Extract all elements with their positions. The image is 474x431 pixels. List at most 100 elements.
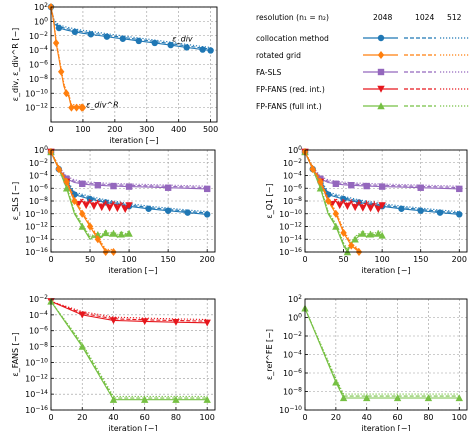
plot-frame — [304, 149, 468, 253]
y-tick-label: 10−4 — [29, 171, 48, 181]
data-point-rotated — [63, 177, 70, 186]
data-point-ffred — [343, 203, 352, 210]
data-point-ffred — [125, 202, 133, 210]
chart-panel-p5: 0 20 40 60 80 100 10−10 10−8 10−6 10−4 10−2 100 102 i… — [265, 294, 468, 431]
data-point-fasls — [348, 182, 355, 189]
x-tick-label: 100 — [452, 413, 467, 422]
data-point-rotated — [58, 67, 65, 76]
x-tick-label: 100 — [75, 125, 90, 134]
data-point-collocation — [164, 207, 172, 214]
annotation: ε_div^R — [86, 101, 119, 110]
data-point-ffred — [366, 205, 375, 213]
data-point-fffull — [78, 222, 86, 230]
data-point-ffred — [113, 205, 122, 213]
y-tick-label: 100 — [34, 16, 48, 26]
data-point-fasls — [332, 180, 340, 187]
y-tick-label: 10−6 — [29, 60, 48, 70]
y-axis-label: ε_div, ε_div^R [−] — [11, 28, 20, 102]
data-point-fasls — [164, 184, 172, 191]
legend-marker — [377, 102, 385, 110]
data-point-fffull — [393, 394, 402, 402]
y-tick-label: 10−16 — [25, 405, 48, 415]
data-point-fasls — [363, 182, 370, 190]
x-tick-label: 100 — [121, 255, 136, 264]
data-point-fffull — [332, 378, 340, 386]
data-point-fasls — [110, 182, 117, 190]
series-line-fffull-res512 — [50, 301, 208, 397]
series-line-fasls-res512 — [50, 151, 208, 187]
x-tick-label: 200 — [107, 125, 122, 134]
x-axis-label: iteration [−] — [361, 266, 410, 275]
data-point-ffred — [378, 202, 386, 210]
data-point-rotated — [340, 228, 347, 237]
data-point-fffull — [351, 235, 359, 243]
series-line-fffull-res1024 — [50, 301, 208, 399]
x-tick-label: 400 — [171, 125, 186, 134]
y-tick-label: 10−8 — [283, 387, 302, 397]
data-point-rotated — [68, 103, 75, 112]
legend-entry-ffred: FP-FANS (red. int.) — [256, 85, 470, 94]
x-tick-label: 0 — [302, 413, 307, 422]
y-tick-label: 102 — [34, 2, 48, 12]
data-point-fffull — [101, 229, 110, 237]
y-tick-label: 10−14 — [25, 389, 48, 399]
data-point-fasls — [378, 183, 386, 190]
series-fffull — [47, 297, 211, 403]
data-point-ffred — [82, 202, 90, 210]
legend-resolution-2048: 2048 — [373, 13, 392, 22]
data-point-rotated — [324, 197, 332, 205]
x-tick-label: 0 — [48, 413, 53, 422]
plot-frame — [50, 149, 216, 253]
y-axis-label: ε_Q1 [−] — [265, 183, 274, 218]
y-tick-label: 10−14 — [25, 234, 48, 244]
data-point-fasls — [125, 183, 133, 190]
y-tick-label: 10−10 — [279, 209, 302, 219]
series-line-fffull-res1024 — [304, 308, 460, 397]
x-tick-label: 0 — [302, 255, 307, 264]
data-point-collocation — [71, 28, 79, 36]
y-tick-label: 10−2 — [29, 158, 48, 168]
series-fffull — [47, 148, 133, 241]
data-point-fffull — [125, 229, 133, 237]
data-point-rotated — [79, 103, 87, 112]
annotation: ε_div — [172, 35, 193, 44]
data-point-fffull — [78, 342, 86, 350]
data-point-collocation — [417, 207, 424, 214]
data-point-rotated — [309, 165, 316, 174]
chart-panel-p3: 0 50 100 150 200 10−16 10−14 10−12 10−10 10−8 10−6… — [265, 145, 468, 275]
data-point-fffull — [363, 394, 371, 402]
data-point-rotated — [79, 209, 86, 218]
data-point-ffred — [90, 203, 98, 210]
y-tick-label: 10−8 — [29, 196, 48, 206]
x-tick-label: 50 — [338, 255, 348, 264]
x-tick-label: 100 — [200, 413, 215, 422]
series-rotated — [47, 3, 87, 112]
data-point-fffull — [172, 395, 180, 403]
x-tick-label: 60 — [140, 413, 150, 422]
legend-resolution-1024: 1024 — [415, 13, 434, 22]
legend-marker — [377, 85, 385, 93]
data-point-collocation — [135, 37, 142, 45]
data-point-rotated — [52, 38, 60, 47]
data-point-fasls — [79, 180, 86, 187]
x-tick-label: 300 — [139, 125, 154, 134]
data-point-collocation — [55, 24, 63, 32]
y-tick-label: 10−4 — [29, 310, 48, 320]
data-point-fffull — [424, 394, 433, 402]
x-tick-label: 60 — [392, 413, 402, 422]
y-tick-label: 10−12 — [25, 373, 48, 383]
legend-label: rotated grid — [256, 51, 301, 60]
y-tick-label: 10−8 — [283, 196, 302, 206]
x-tick-label: 100 — [375, 255, 390, 264]
data-point-rotated — [73, 103, 80, 112]
data-point-ffred — [336, 202, 344, 210]
plot-frame — [50, 298, 216, 411]
x-tick-label: 150 — [413, 255, 428, 264]
x-tick-label: 40 — [108, 413, 118, 422]
data-point-rotated — [348, 241, 355, 250]
y-tick-label: 10−12 — [25, 103, 48, 113]
data-point-fffull — [378, 231, 386, 239]
data-point-fffull — [359, 229, 367, 237]
y-axis-label: ε_FANS [−] — [11, 332, 20, 376]
x-tick-label: 0 — [48, 255, 53, 264]
